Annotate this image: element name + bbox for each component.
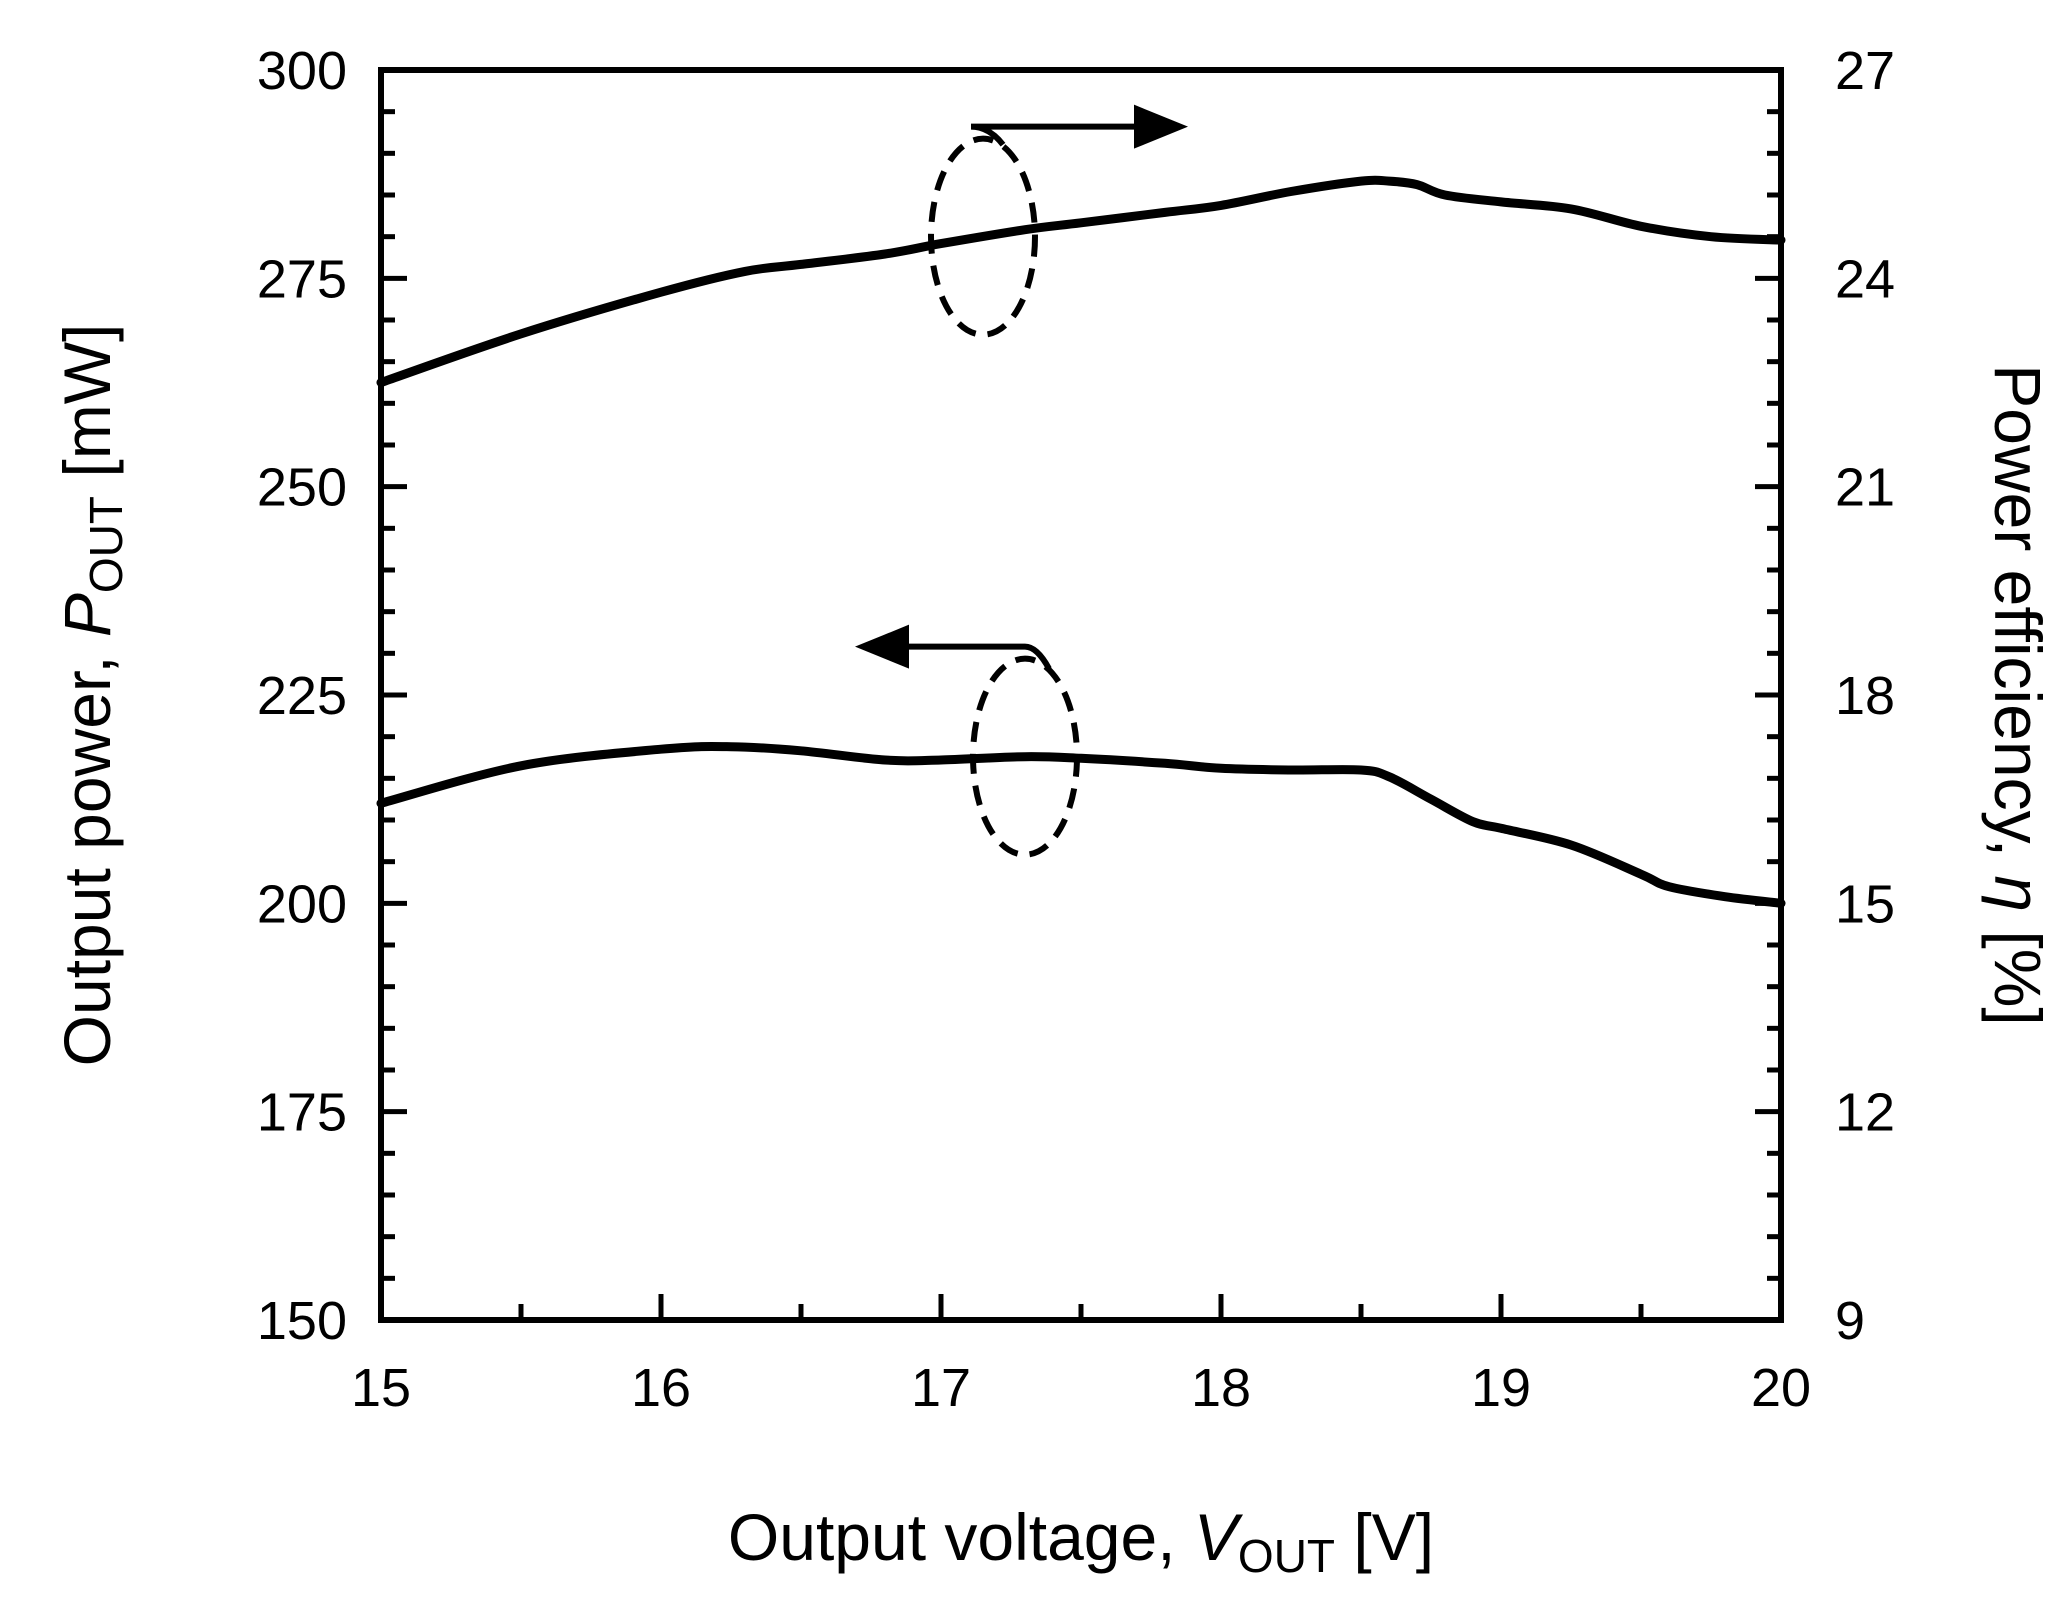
right-y-axis-title-symbol: η xyxy=(1981,875,2055,912)
x-tick-label: 15 xyxy=(351,1358,411,1418)
x-tick-label: 20 xyxy=(1751,1358,1811,1418)
tick-labels: 15 16 17 18 19 20 150 175 200 225 250 275 300 9 12 15 18… xyxy=(257,41,1895,1418)
efficiency-axis-arrow xyxy=(970,123,1138,147)
plot-frame xyxy=(378,67,1784,1323)
annotations xyxy=(855,104,1188,858)
x-tick-label: 17 xyxy=(911,1358,971,1418)
left-y-tick-label: 300 xyxy=(257,41,347,101)
right-y-tick-label: 9 xyxy=(1835,1291,1865,1351)
left-y-axis-title-prefix: Output power, xyxy=(50,637,124,1066)
efficiency-ellipse-marker xyxy=(928,135,1038,338)
right-y-tick-label: 27 xyxy=(1835,41,1895,101)
right-y-tick-label: 18 xyxy=(1835,666,1895,726)
series-layer xyxy=(376,175,1786,908)
left-y-axis-title-suffix: [mW] xyxy=(50,324,124,496)
x-tick-label: 19 xyxy=(1471,1358,1531,1418)
x-tick-label: 18 xyxy=(1191,1358,1251,1418)
x-axis-title-symbol: V xyxy=(1194,1500,1244,1574)
right-y-tick-label: 24 xyxy=(1835,249,1895,309)
x-axis-title-subscript: OUT xyxy=(1238,1530,1335,1582)
right-y-axis-title-prefix: Power efficiency, xyxy=(1981,364,2055,875)
power-series-line xyxy=(376,742,1786,908)
power-axis-arrow xyxy=(905,643,1052,671)
x-tick-label: 16 xyxy=(631,1358,691,1418)
left-y-tick-label: 150 xyxy=(257,1291,347,1351)
right-y-tick-label: 12 xyxy=(1835,1083,1895,1143)
x-axis-title-prefix: Output voltage, xyxy=(728,1500,1194,1574)
x-axis-title-suffix: [V] xyxy=(1335,1500,1434,1574)
left-y-tick-label: 225 xyxy=(257,666,347,726)
tick-marks xyxy=(378,67,1784,1323)
left-y-axis-title: Output power, POUT [mW] xyxy=(50,324,132,1067)
left-y-tick-label: 175 xyxy=(257,1083,347,1143)
power-arrow-head xyxy=(855,624,909,669)
right-y-axis-title: Power efficiency, η [%] xyxy=(1981,364,2055,1025)
left-y-tick-label: 250 xyxy=(257,458,347,518)
left-y-tick-label: 200 xyxy=(257,874,347,934)
right-y-tick-label: 21 xyxy=(1835,458,1895,518)
left-y-axis-title-subscript: OUT xyxy=(80,496,132,593)
left-y-tick-label: 275 xyxy=(257,249,347,309)
power-ellipse-marker xyxy=(970,655,1080,858)
right-y-axis-title-suffix: [%] xyxy=(1981,912,2055,1026)
efficiency-series-line xyxy=(376,175,1786,387)
x-axis-title: Output voltage, VOUT [V] xyxy=(728,1500,1434,1582)
right-y-tick-label: 15 xyxy=(1835,874,1895,934)
efficiency-arrow-head xyxy=(1134,104,1188,149)
left-y-axis-title-symbol: P xyxy=(50,593,124,637)
